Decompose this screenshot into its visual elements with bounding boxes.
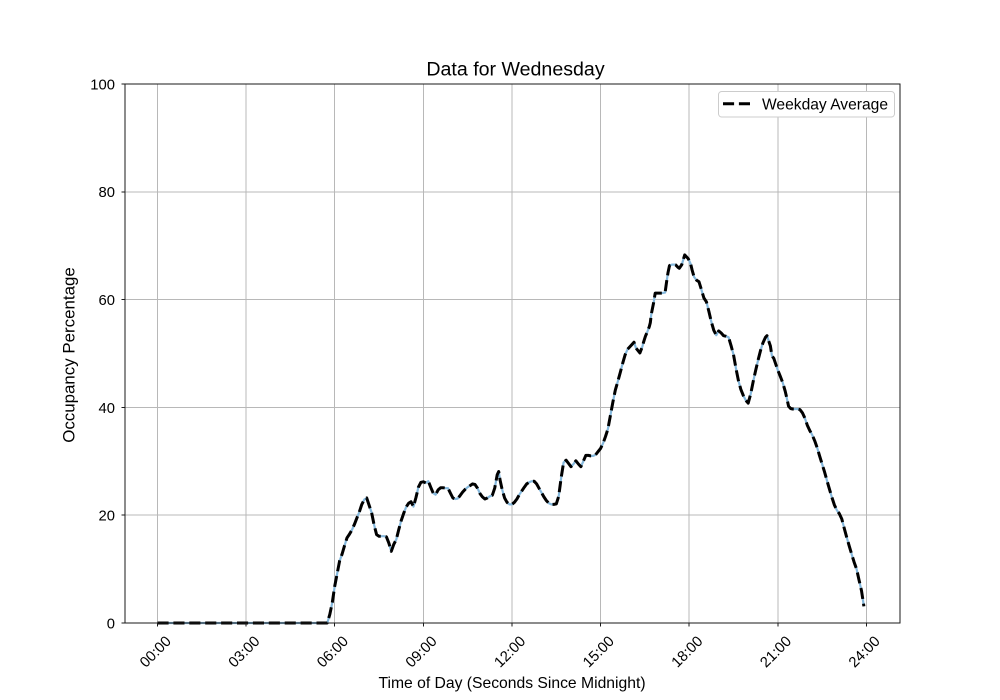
svg-text:0: 0: [107, 616, 115, 632]
svg-text:60: 60: [99, 293, 115, 309]
svg-text:Occupancy Percentage: Occupancy Percentage: [60, 267, 79, 443]
svg-text:40: 40: [99, 401, 115, 417]
svg-text:Weekday Average: Weekday Average: [762, 96, 888, 113]
svg-text:20: 20: [99, 509, 115, 525]
svg-text:Data for Wednesday: Data for Wednesday: [426, 59, 604, 81]
svg-text:Time of Day (Seconds Since Mid: Time of Day (Seconds Since Midnight): [378, 675, 645, 692]
svg-text:80: 80: [99, 185, 115, 201]
svg-text:100: 100: [90, 77, 115, 93]
